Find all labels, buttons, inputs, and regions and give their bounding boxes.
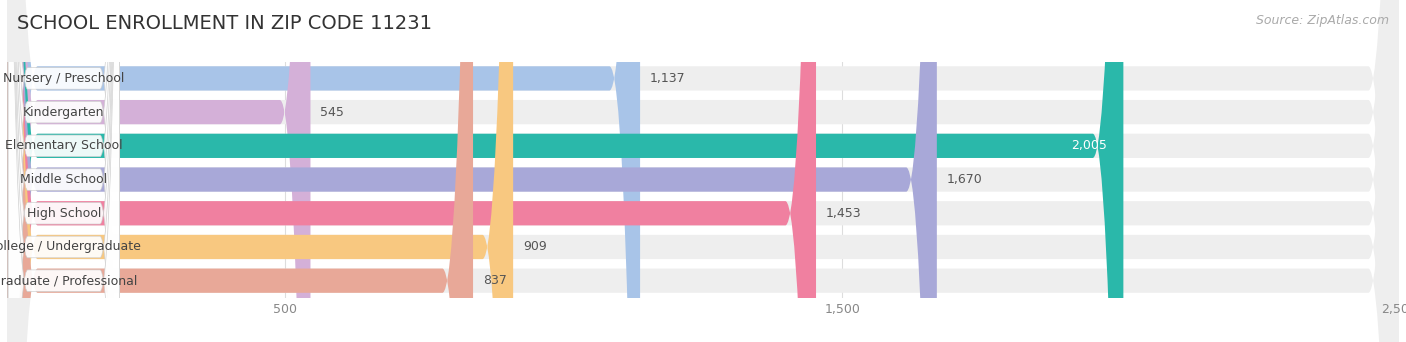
- FancyBboxPatch shape: [8, 0, 120, 342]
- FancyBboxPatch shape: [8, 0, 120, 342]
- Text: College / Undergraduate: College / Undergraduate: [0, 240, 141, 253]
- FancyBboxPatch shape: [7, 0, 815, 342]
- FancyBboxPatch shape: [7, 0, 1399, 342]
- Text: High School: High School: [27, 207, 101, 220]
- Text: 1,137: 1,137: [650, 72, 686, 85]
- Text: SCHOOL ENROLLMENT IN ZIP CODE 11231: SCHOOL ENROLLMENT IN ZIP CODE 11231: [17, 14, 432, 33]
- FancyBboxPatch shape: [7, 0, 1399, 342]
- FancyBboxPatch shape: [8, 0, 120, 342]
- Text: Middle School: Middle School: [20, 173, 107, 186]
- Text: 2,005: 2,005: [1071, 139, 1107, 152]
- FancyBboxPatch shape: [7, 0, 513, 342]
- FancyBboxPatch shape: [7, 0, 640, 342]
- Text: Nursery / Preschool: Nursery / Preschool: [3, 72, 125, 85]
- FancyBboxPatch shape: [7, 0, 1399, 342]
- Text: 837: 837: [484, 274, 508, 287]
- FancyBboxPatch shape: [7, 0, 1399, 342]
- FancyBboxPatch shape: [7, 0, 1399, 342]
- FancyBboxPatch shape: [8, 0, 120, 342]
- FancyBboxPatch shape: [7, 0, 472, 342]
- FancyBboxPatch shape: [8, 0, 120, 342]
- FancyBboxPatch shape: [8, 0, 120, 342]
- Text: 1,453: 1,453: [827, 207, 862, 220]
- Text: Graduate / Professional: Graduate / Professional: [0, 274, 136, 287]
- Text: Elementary School: Elementary School: [6, 139, 122, 152]
- FancyBboxPatch shape: [7, 0, 936, 342]
- FancyBboxPatch shape: [7, 0, 1123, 342]
- Text: Source: ZipAtlas.com: Source: ZipAtlas.com: [1256, 14, 1389, 27]
- Text: 909: 909: [523, 240, 547, 253]
- FancyBboxPatch shape: [7, 0, 311, 342]
- Text: Kindergarten: Kindergarten: [22, 106, 104, 119]
- FancyBboxPatch shape: [8, 0, 120, 342]
- Text: 1,670: 1,670: [946, 173, 983, 186]
- Text: 545: 545: [321, 106, 344, 119]
- FancyBboxPatch shape: [7, 0, 1399, 342]
- FancyBboxPatch shape: [7, 0, 1399, 342]
